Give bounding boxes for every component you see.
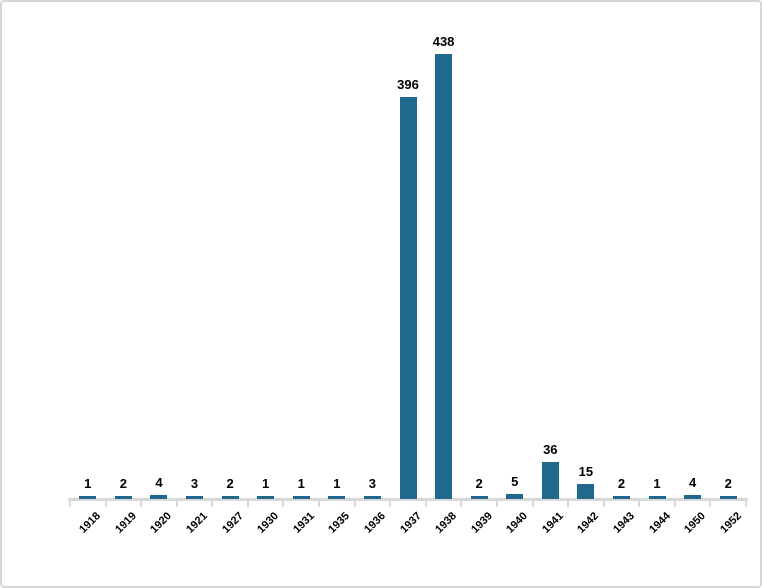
x-axis-tick — [531, 500, 534, 507]
x-axis-label: 1920 — [148, 510, 175, 536]
bar-1921 — [186, 495, 204, 499]
x-axis-label: 1931 — [290, 510, 317, 536]
x-axis-tick — [424, 500, 427, 507]
x-axis-tick — [140, 500, 143, 507]
x-axis-tick — [282, 500, 285, 507]
x-axis-tick — [318, 500, 321, 507]
bar-value-label: 4 — [689, 474, 697, 490]
bar-value-label: 1 — [84, 476, 92, 491]
bar-1942 — [577, 483, 595, 499]
x-axis-tick — [211, 500, 214, 507]
bar-1919 — [114, 496, 132, 499]
x-axis-tick — [175, 500, 178, 507]
bar-value-label: 15 — [578, 463, 594, 479]
bar-1930 — [257, 496, 275, 499]
x-axis-tick — [567, 500, 570, 507]
x-axis-label: 1919 — [113, 510, 139, 536]
x-axis-label: 1930 — [255, 510, 282, 536]
bar-1950 — [684, 494, 702, 499]
x-axis-label: 1921 — [184, 510, 211, 536]
bar-value-label: 3 — [190, 475, 199, 491]
bar-value-label: 438 — [432, 34, 455, 49]
x-axis-label: 1943 — [611, 510, 637, 536]
x-axis-label: 1950 — [682, 510, 709, 536]
x-axis-tick — [389, 500, 392, 507]
x-axis-label: 1944 — [646, 510, 673, 536]
x-axis-label: 1927 — [219, 510, 246, 536]
x-axis-label: 1940 — [504, 510, 531, 536]
x-axis-line — [68, 498, 748, 501]
x-axis-tick — [353, 500, 356, 507]
x-axis-tick — [104, 500, 107, 507]
x-axis-tick — [246, 500, 249, 507]
bar-1936 — [363, 495, 381, 499]
bar-1920 — [150, 494, 168, 499]
bar-1935 — [328, 496, 346, 499]
bar-1918 — [79, 496, 97, 499]
bar-value-label: 2 — [724, 476, 732, 491]
bar-1939 — [470, 496, 488, 499]
bar-1941 — [541, 462, 559, 499]
bar-value-label: 5 — [511, 473, 519, 489]
bar-1940 — [506, 493, 524, 499]
chart-plot-area: 1 1918 2 1919 4 1920 3 1921 2 1927 1 1930 1 1931 1 1935… — [68, 34, 748, 536]
bar-value-label: 1 — [297, 476, 305, 491]
x-axis-label: 1937 — [397, 510, 424, 536]
bar-value-label: 2 — [617, 476, 626, 491]
x-axis-label: 1939 — [468, 510, 495, 536]
x-axis-tick — [638, 500, 641, 507]
x-axis-label: 1938 — [433, 510, 460, 536]
bar-1952 — [719, 496, 737, 499]
bar-1927 — [221, 496, 239, 499]
bar-1943 — [612, 496, 630, 499]
x-axis-tick — [673, 500, 676, 507]
bar-value-label: 1 — [333, 476, 341, 491]
x-axis-label: 1942 — [575, 510, 602, 536]
bar-value-label: 2 — [119, 476, 127, 491]
bar-value-label: 3 — [368, 475, 377, 491]
bar-value-label: 2 — [475, 476, 483, 491]
x-axis-label: 1952 — [717, 510, 744, 536]
bar-1937 — [399, 96, 417, 499]
bar-value-label: 36 — [543, 442, 558, 458]
bar-1931 — [292, 496, 310, 499]
x-axis-tick — [745, 500, 747, 507]
bar-value-label: 1 — [653, 476, 661, 491]
bar-1938 — [435, 54, 453, 499]
x-axis-label: 1941 — [540, 510, 566, 536]
x-axis-tick — [460, 500, 463, 507]
x-axis-label: 1935 — [326, 510, 353, 536]
bar-value-label: 2 — [226, 476, 234, 491]
bar-value-label: 1 — [262, 476, 270, 491]
x-axis-tick — [709, 500, 712, 507]
x-axis-label: 1936 — [362, 510, 388, 536]
bar-1944 — [648, 496, 666, 499]
bar-value-label: 396 — [397, 76, 419, 92]
x-axis-label: 1918 — [77, 510, 104, 536]
x-axis-tick — [602, 500, 605, 507]
x-axis-tick — [495, 500, 498, 507]
bar-value-label: 4 — [155, 474, 163, 490]
x-axis-tick — [69, 500, 71, 507]
